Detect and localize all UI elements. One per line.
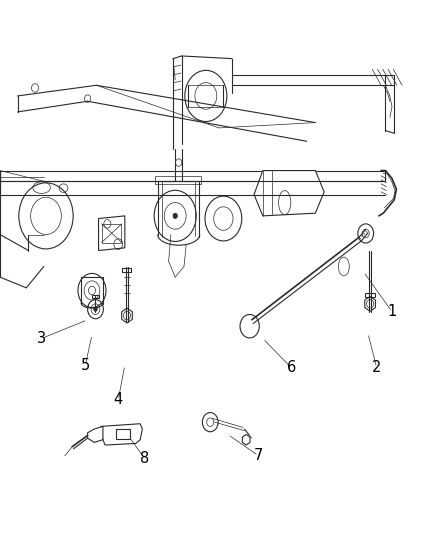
Bar [122,268,131,272]
Polygon shape [101,424,142,445]
Bar [116,429,130,439]
Text: 1: 1 [387,304,397,319]
Text: 6: 6 [286,360,296,375]
Text: 4: 4 [113,392,123,407]
Text: 5: 5 [81,358,90,373]
Text: 8: 8 [140,451,149,466]
Bar [92,295,99,298]
Polygon shape [88,426,103,442]
Bar [365,293,375,297]
Bar [155,176,201,184]
Text: 3: 3 [37,331,46,346]
Text: 2: 2 [372,360,381,375]
Circle shape [94,307,97,311]
Circle shape [173,213,177,219]
Bar [102,224,121,243]
Polygon shape [254,171,324,216]
Polygon shape [99,216,125,251]
Text: 7: 7 [254,448,263,463]
Circle shape [176,159,182,166]
